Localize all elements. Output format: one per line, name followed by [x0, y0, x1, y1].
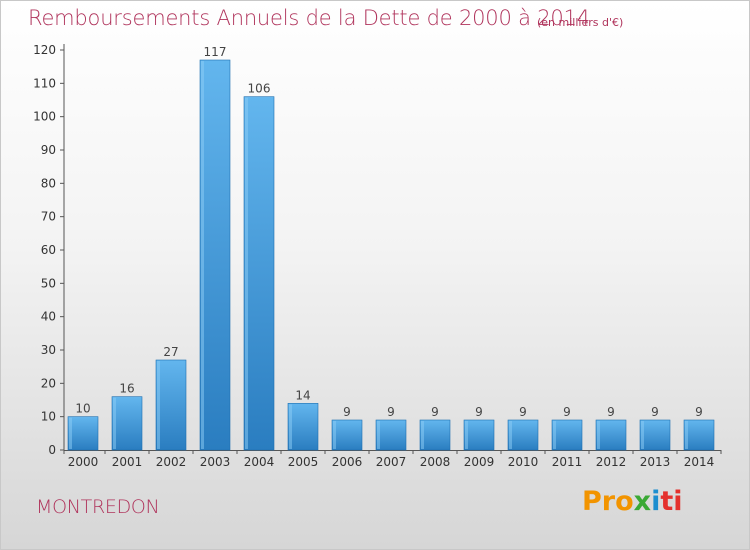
bar-2014 [683, 419, 715, 451]
axes: 0 10 20 30 40 50 60 70 80 90 100 110 120 2000 2001 2002… [33, 43, 722, 469]
y-tick-label: 70 [41, 210, 56, 224]
y-tick-label: 50 [41, 276, 56, 290]
data-label: 9 [431, 405, 439, 419]
data-label: 9 [519, 405, 527, 419]
bar-2001 [111, 396, 143, 451]
bar-highlight [333, 421, 336, 449]
bar-highlight [685, 421, 688, 449]
x-tick-label: 2011 [552, 455, 583, 469]
bar-highlight [113, 397, 116, 449]
x-tick-label: 2003 [200, 455, 231, 469]
bar-2006 [331, 419, 363, 451]
bar-highlight [69, 417, 72, 449]
data-label: 9 [607, 405, 615, 419]
x-tick-label: 2004 [244, 455, 275, 469]
bar-2002 [155, 359, 187, 451]
bar-highlight [245, 97, 248, 450]
data-label: 10 [75, 402, 90, 416]
y-tick-label: 80 [41, 176, 56, 190]
bar-highlight [289, 404, 292, 449]
y-tick-label: 10 [41, 410, 56, 424]
data-label: 9 [387, 405, 395, 419]
bar-2012 [595, 419, 627, 451]
bar-2013 [639, 419, 671, 451]
x-tick-label: 2008 [420, 455, 451, 469]
y-tick-label: 110 [33, 76, 56, 90]
bar-highlight [157, 361, 160, 449]
bar-2000 [67, 416, 99, 451]
bar-2007 [375, 419, 407, 451]
bar-highlight [421, 421, 424, 449]
data-label: 117 [204, 45, 227, 59]
y-tick-label: 20 [41, 376, 56, 390]
x-tick-label: 2006 [332, 455, 363, 469]
x-tick-label: 2002 [156, 455, 187, 469]
x-tick-label: 2001 [112, 455, 143, 469]
y-tick-label: 120 [33, 43, 56, 57]
bar-highlight [201, 61, 204, 449]
bar-2009 [463, 419, 495, 451]
y-tick-label: 60 [41, 243, 56, 257]
bar-highlight [377, 421, 380, 449]
data-label: 9 [563, 405, 571, 419]
logo-part-3: i [651, 486, 661, 517]
y-tick-label: 40 [41, 310, 56, 324]
y-tick-label: 90 [41, 143, 56, 157]
bar-highlight [465, 421, 468, 449]
logo-part-2: x [633, 486, 652, 517]
bar-highlight [553, 421, 556, 449]
data-label: 9 [695, 405, 703, 419]
data-label: 16 [119, 382, 134, 396]
bar-2008 [419, 419, 451, 451]
bar-highlight [597, 421, 600, 449]
x-tick-label: 2013 [640, 455, 671, 469]
commune-name: MONTREDON [36, 496, 160, 518]
x-tick-label: 2012 [596, 455, 627, 469]
data-label: 27 [163, 345, 178, 359]
bar-2010 [507, 419, 539, 451]
y-tick-label: 100 [33, 110, 56, 124]
bar-highlight [509, 421, 512, 449]
data-label: 106 [248, 82, 271, 96]
bar-2005 [287, 403, 319, 451]
chart-subtitle: (en milliers d'€) [537, 16, 624, 29]
x-tick-label: 2005 [288, 455, 319, 469]
x-tick-label: 2000 [68, 455, 99, 469]
proxiti-logo[interactable]: Proxiti [582, 486, 683, 517]
data-label: 9 [651, 405, 659, 419]
logo-part-4: ti [660, 486, 683, 517]
bar-2003 [199, 59, 231, 451]
x-tick-label: 2007 [376, 455, 407, 469]
bar-2004 [243, 96, 275, 451]
chart-title: Remboursements Annuels de la Dette de 20… [28, 6, 590, 30]
data-label: 9 [475, 405, 483, 419]
logo-part-1: Pro [582, 486, 634, 517]
x-tick-label: 2010 [508, 455, 539, 469]
bars [67, 59, 715, 451]
bar-2011 [551, 419, 583, 451]
data-labels: 10 16 27 117 106 14 9 9 9 9 9 9 9 9 9 [75, 45, 702, 419]
y-tick-label: 0 [48, 443, 56, 457]
x-tick-label: 2014 [684, 455, 715, 469]
y-tick-label: 30 [41, 343, 56, 357]
data-label: 14 [295, 388, 310, 402]
bar-highlight [641, 421, 644, 449]
data-label: 9 [343, 405, 351, 419]
x-tick-label: 2009 [464, 455, 495, 469]
